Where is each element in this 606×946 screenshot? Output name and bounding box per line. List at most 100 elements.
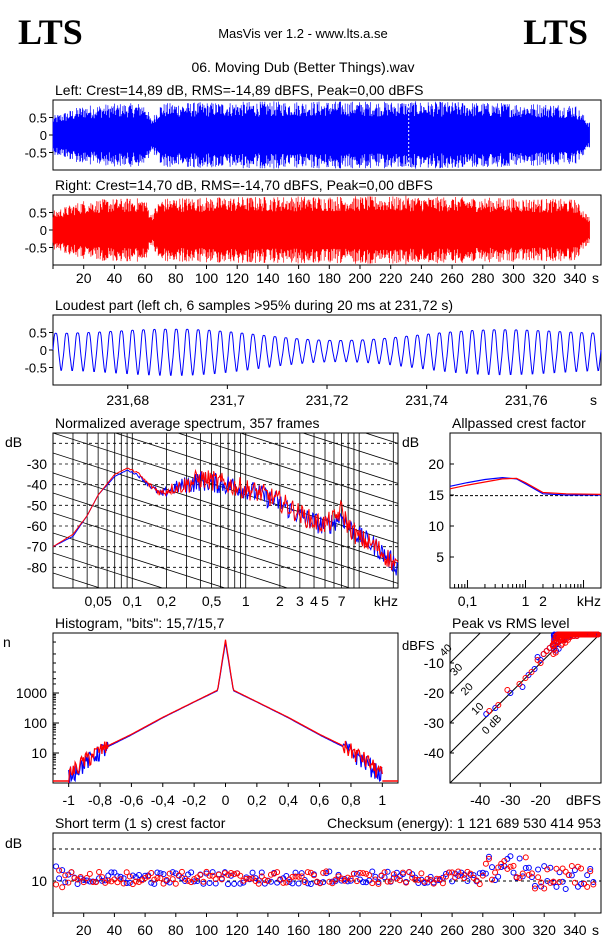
short_term_crest-point bbox=[166, 870, 173, 877]
short_term_crest-ylabel: dB bbox=[5, 835, 22, 851]
short_term_crest-xtick-label: 120 bbox=[226, 922, 250, 938]
loudest_part-ytick-label: 0 bbox=[40, 343, 47, 358]
peak_vs_rms-point bbox=[483, 711, 490, 717]
peak_vs_rms-xlabel: dBFS bbox=[566, 792, 601, 808]
short_term_crest-point bbox=[574, 863, 581, 870]
short_term_crest-point bbox=[283, 873, 290, 880]
short_term_crest-point bbox=[452, 874, 459, 881]
avg_spectrum-slope-line bbox=[53, 472, 398, 584]
short_term_crest-point bbox=[185, 877, 192, 884]
short_term_crest-point bbox=[535, 866, 542, 873]
avg_spectrum-ytick-label: -50 bbox=[27, 497, 47, 513]
right_waveform-xtick-label: 240 bbox=[410, 270, 434, 286]
peak_vs_rms-point bbox=[594, 631, 601, 638]
short_term_crest-point bbox=[492, 869, 499, 876]
peak_vs_rms-point bbox=[516, 681, 523, 687]
avg_spectrum-xtick-label: 5 bbox=[321, 593, 329, 609]
short_term_crest-point bbox=[307, 880, 314, 887]
short_term_crest-point bbox=[510, 869, 517, 876]
histogram-title: Histogram, "bits": 15,7/15,7 bbox=[55, 615, 225, 631]
short_term_crest-point bbox=[519, 873, 526, 880]
avg_spectrum-xunit: kHz bbox=[374, 593, 398, 609]
short_term_crest-point bbox=[209, 869, 216, 876]
avg_spectrum-slope-line bbox=[53, 492, 352, 588]
short_term_crest-xtick-label: 320 bbox=[533, 922, 557, 938]
avg_spectrum-xtick-label: 0,05 bbox=[85, 593, 112, 609]
short_term_crest-point bbox=[62, 872, 69, 879]
short_term_crest-point bbox=[326, 878, 333, 885]
peak_vs_rms-point bbox=[486, 708, 493, 714]
avg_spectrum-xtick-label: 0,2 bbox=[157, 593, 177, 609]
short_term_crest-point bbox=[295, 873, 302, 880]
peak_vs_rms-ytick-label: -20 bbox=[424, 685, 444, 701]
peak_vs_rms-point bbox=[495, 702, 502, 708]
short_term_crest-panel: Short term (1 s) crest factor Checksum (e… bbox=[5, 815, 602, 938]
short_term_crest-point bbox=[191, 878, 198, 885]
allpassed_crest-ytick-label: 15 bbox=[428, 487, 444, 503]
short_term_crest-point bbox=[501, 857, 508, 864]
short_term_crest-point bbox=[492, 877, 499, 884]
short_term_crest-point bbox=[194, 878, 201, 885]
loudest_part-xunit: s bbox=[590, 392, 597, 408]
short_term_crest-point bbox=[163, 876, 170, 883]
short_term_crest-point bbox=[123, 869, 130, 876]
loudest_part-xtick-label: 231,74 bbox=[405, 392, 448, 408]
short_term_crest-point bbox=[126, 873, 133, 880]
short_term_crest-point bbox=[323, 868, 330, 875]
short_term_crest-point bbox=[182, 877, 189, 884]
short_term_crest-point bbox=[264, 877, 271, 884]
left_waveform-title: Left: Crest=14,89 dB, RMS=-14,89 dBFS, P… bbox=[55, 82, 423, 98]
histogram-xtick-label: 0,2 bbox=[247, 792, 267, 808]
short_term_crest-point bbox=[123, 880, 130, 887]
short_term_crest-xtick-label: 300 bbox=[502, 922, 526, 938]
short_term_crest-xtick-label: 220 bbox=[379, 922, 403, 938]
avg_spectrum-slope-line bbox=[53, 532, 227, 588]
short_term_crest-point bbox=[393, 875, 400, 882]
short_term_crest-point bbox=[320, 869, 327, 876]
avg_spectrum-xtick-label: 0,1 bbox=[123, 593, 143, 609]
short_term_crest-xtick-label: 60 bbox=[137, 922, 153, 938]
histogram-series-0 bbox=[68, 641, 383, 784]
short_term_crest-point bbox=[92, 879, 99, 886]
short_term_crest-point bbox=[231, 871, 238, 878]
avg_spectrum-xtick-label: 4 bbox=[310, 593, 318, 609]
short_term_crest-point bbox=[197, 871, 204, 878]
peak_vs_rms-crest-label: 30 bbox=[448, 661, 465, 678]
right_waveform-xtick-label: 40 bbox=[107, 270, 123, 286]
right_waveform-ytick-label: 0.5 bbox=[29, 206, 47, 221]
short_term_crest-point bbox=[160, 880, 167, 887]
peak_vs_rms-ytick-label: -10 bbox=[424, 655, 444, 671]
histogram-panel: Histogram, "bits": 15,7/15,7n100010010-1… bbox=[3, 615, 399, 808]
short_term_crest-point bbox=[353, 870, 360, 877]
short_term_crest-point bbox=[221, 870, 228, 877]
avg_spectrum-slope-line bbox=[53, 433, 398, 544]
short_term_crest-point bbox=[243, 875, 250, 882]
short_term_crest-point bbox=[547, 879, 554, 886]
short_term_crest-point bbox=[449, 869, 456, 876]
short_term_crest-point bbox=[277, 876, 284, 883]
short_term_crest-point bbox=[525, 871, 532, 878]
short_term_crest-point bbox=[344, 874, 351, 881]
allpassed_crest-ytick-label: 10 bbox=[428, 518, 444, 534]
short_term_crest-point bbox=[360, 870, 367, 877]
right_waveform-waveform bbox=[52, 195, 590, 265]
short_term_crest-point bbox=[381, 869, 388, 876]
avg_spectrum-ytick-label: -80 bbox=[27, 559, 47, 575]
short_term_crest-point bbox=[212, 880, 219, 887]
short_term_crest-point bbox=[565, 871, 572, 878]
short_term_crest-point bbox=[442, 873, 449, 880]
right_waveform-xtick-label: 340 bbox=[563, 270, 587, 286]
peak_vs_rms-point bbox=[580, 631, 587, 638]
short_term_crest-point bbox=[255, 877, 262, 884]
histogram-xtick-label: 0,6 bbox=[310, 792, 330, 808]
allpassed_crest-series-0 bbox=[449, 476, 601, 496]
short_term_crest-point bbox=[169, 869, 176, 876]
short_term_crest-point bbox=[390, 871, 397, 878]
avg_spectrum-ylabel: dB bbox=[5, 434, 22, 450]
short_term_crest-point bbox=[347, 875, 354, 882]
short_term_crest-point bbox=[86, 878, 93, 885]
short_term_crest-title: Short term (1 s) crest factor bbox=[55, 815, 226, 831]
loudest_part-ytick-label: -0.5 bbox=[25, 361, 47, 376]
